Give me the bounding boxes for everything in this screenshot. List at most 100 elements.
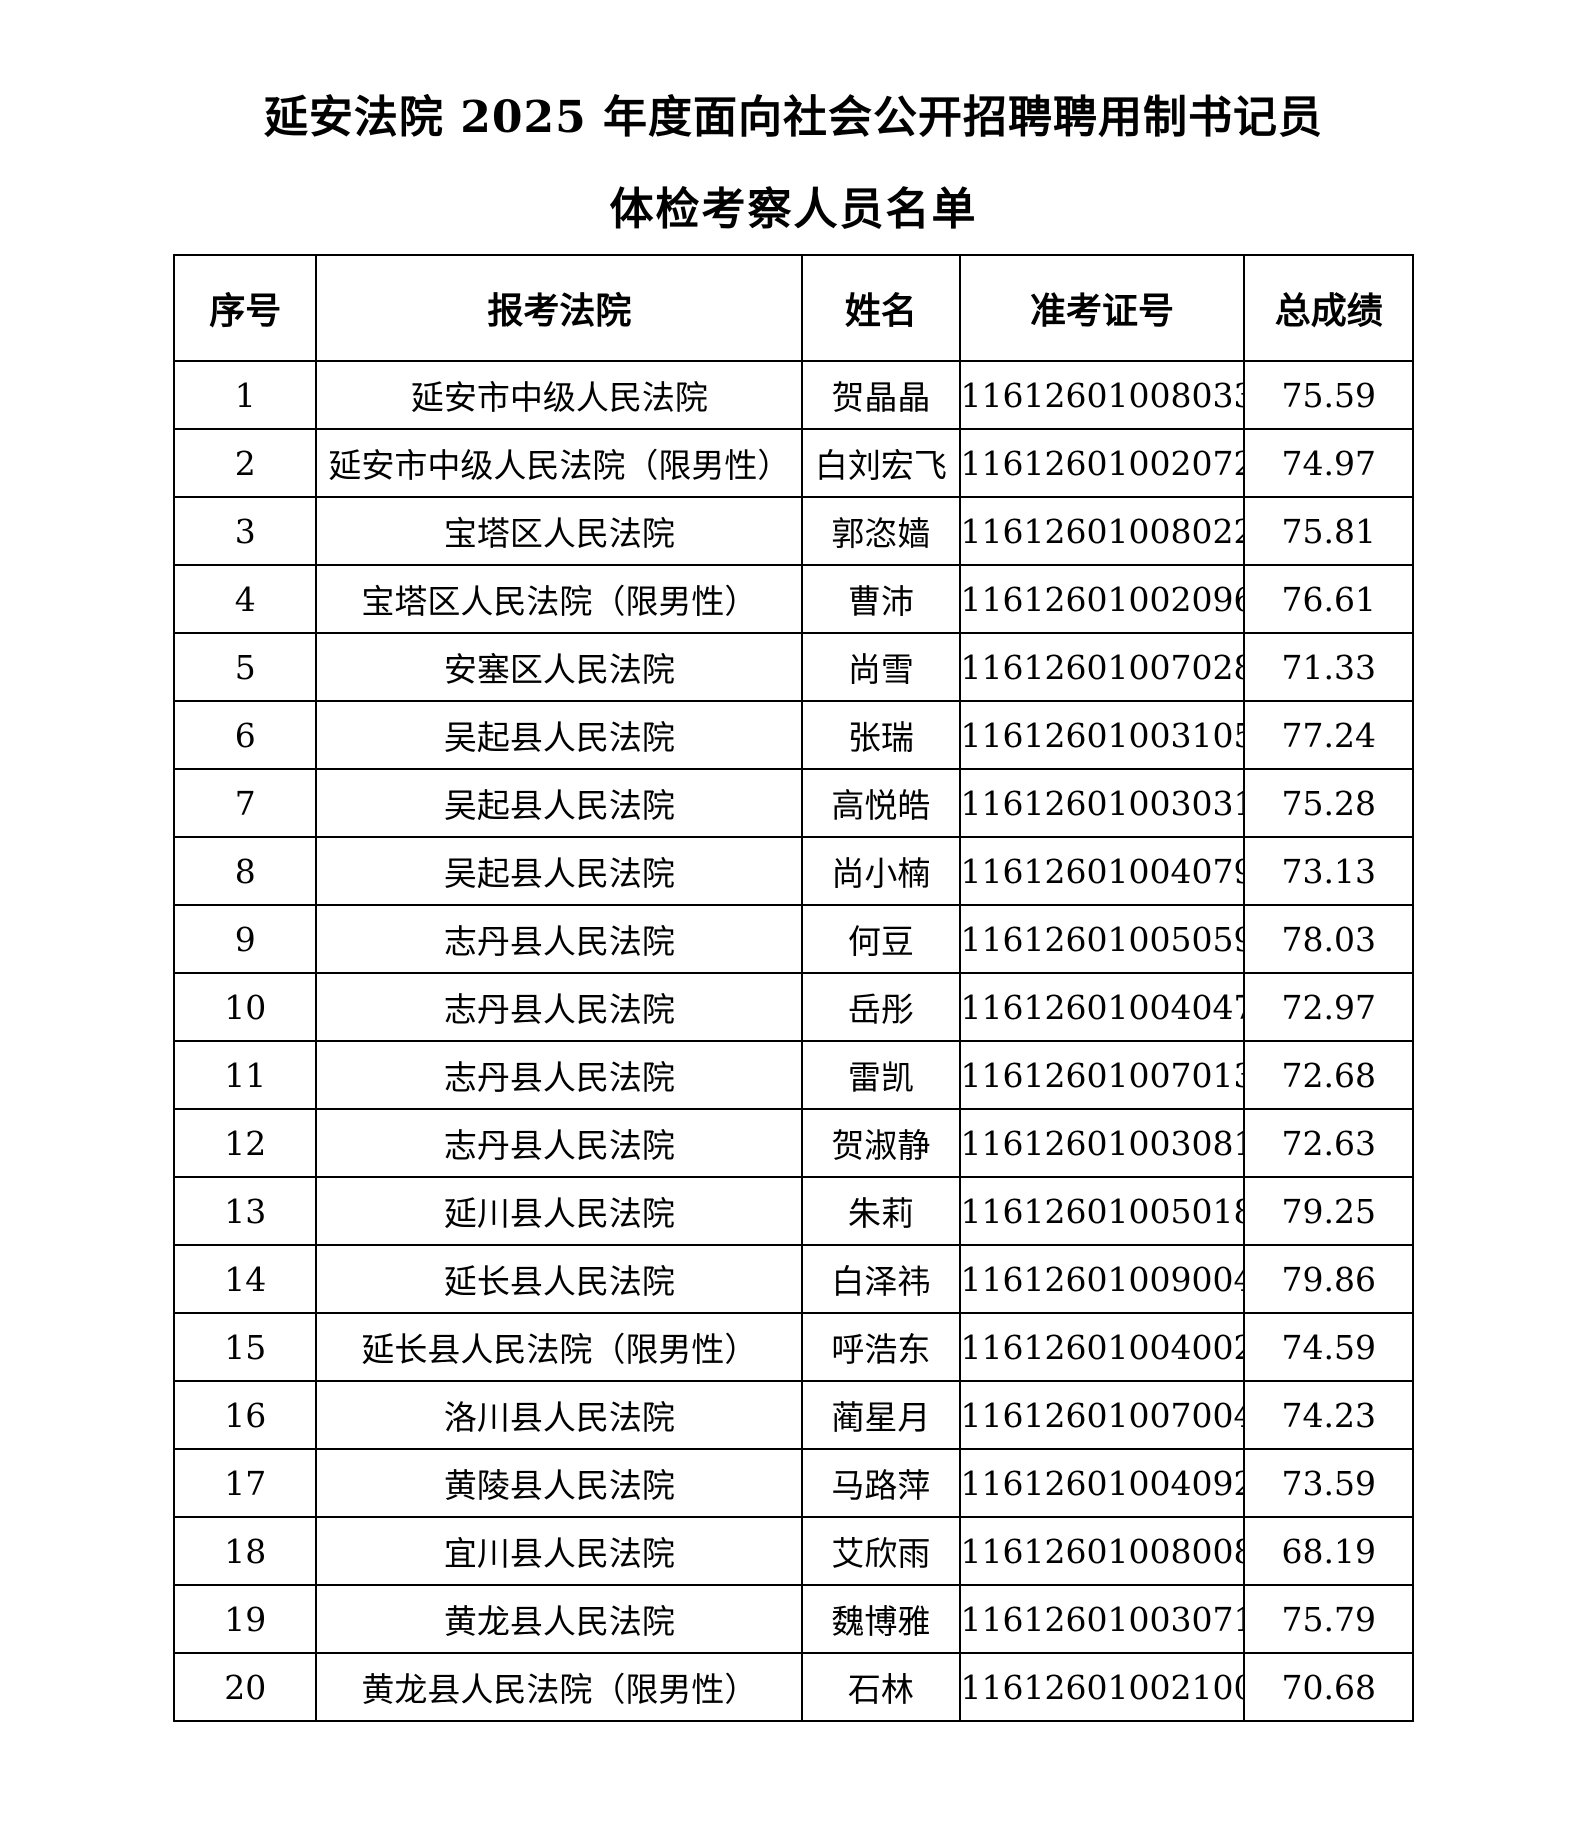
table-header-row: 序号 报考法院 姓名 准考证号 总成绩 — [172, 254, 1414, 362]
cell-name: 马路萍 — [801, 1448, 961, 1518]
cell-court: 延长县人民法院 — [315, 1244, 804, 1314]
cell-index: 19 — [172, 1584, 318, 1654]
cell-name: 朱莉 — [801, 1176, 961, 1246]
cell-index: 9 — [172, 904, 318, 974]
table-row: 3 宝塔区人民法院 郭恣嫱 11612601008022 75.81 — [172, 496, 1414, 566]
cell-ticket: 11612601008033 — [958, 360, 1246, 430]
cell-court: 志丹县人民法院 — [315, 972, 804, 1042]
cell-ticket: 11612601008008 — [958, 1516, 1246, 1586]
cell-score: 74.97 — [1243, 428, 1414, 498]
header-court: 报考法院 — [315, 254, 804, 362]
table-row: 2 延安市中级人民法院（限男性） 白刘宏飞 11612601002072 74.97 — [172, 428, 1414, 498]
table-row: 17 黄陵县人民法院 马路萍 11612601004092 73.59 — [172, 1448, 1414, 1518]
cell-name: 高悦皓 — [801, 768, 961, 838]
cell-score: 70.68 — [1243, 1652, 1414, 1722]
cell-name: 张瑞 — [801, 700, 961, 770]
cell-ticket: 11612601002100 — [958, 1652, 1246, 1722]
cell-name: 郭恣嫱 — [801, 496, 961, 566]
cell-score: 72.68 — [1243, 1040, 1414, 1110]
cell-court: 吴起县人民法院 — [315, 700, 804, 770]
table-row: 20 黄龙县人民法院（限男性） 石林 11612601002100 70.68 — [172, 1652, 1414, 1722]
cell-score: 68.19 — [1243, 1516, 1414, 1586]
table-row: 8 吴起县人民法院 尚小楠 11612601004079 73.13 — [172, 836, 1414, 906]
cell-score: 72.63 — [1243, 1108, 1414, 1178]
header-ticket: 准考证号 — [958, 254, 1246, 362]
table-row: 18 宜川县人民法院 艾欣雨 11612601008008 68.19 — [172, 1516, 1414, 1586]
cell-court: 吴起县人民法院 — [315, 768, 804, 838]
cell-name: 艾欣雨 — [801, 1516, 961, 1586]
title-block: 延安法院 2025 年度面向社会公开招聘聘用制书记员 体检考察人员名单 — [0, 0, 1587, 232]
candidate-roster-table: 序号 报考法院 姓名 准考证号 总成绩 1 延安市中级人民法院 贺晶晶 1161260… — [172, 254, 1414, 1722]
cell-score: 74.23 — [1243, 1380, 1414, 1450]
cell-name: 魏博雅 — [801, 1584, 961, 1654]
cell-ticket: 11612601004079 — [958, 836, 1246, 906]
cell-court: 黄陵县人民法院 — [315, 1448, 804, 1518]
cell-index: 3 — [172, 496, 318, 566]
cell-index: 15 — [172, 1312, 318, 1382]
cell-ticket: 11612601003105 — [958, 700, 1246, 770]
header-name: 姓名 — [801, 254, 961, 362]
table-row: 19 黄龙县人民法院 魏博雅 11612601003071 75.79 — [172, 1584, 1414, 1654]
cell-court: 安塞区人民法院 — [315, 632, 804, 702]
cell-name: 尚雪 — [801, 632, 961, 702]
cell-index: 11 — [172, 1040, 318, 1110]
table-row: 14 延长县人民法院 白泽祎 11612601009004 79.86 — [172, 1244, 1414, 1314]
cell-ticket: 11612601007013 — [958, 1040, 1246, 1110]
cell-court: 洛川县人民法院 — [315, 1380, 804, 1450]
cell-court: 延长县人民法院（限男性） — [315, 1312, 804, 1382]
cell-score: 75.79 — [1243, 1584, 1414, 1654]
header-index: 序号 — [172, 254, 318, 362]
cell-ticket: 11612601005059 — [958, 904, 1246, 974]
table-row: 1 延安市中级人民法院 贺晶晶 11612601008033 75.59 — [172, 360, 1414, 430]
cell-name: 尚小楠 — [801, 836, 961, 906]
cell-court: 黄龙县人民法院 — [315, 1584, 804, 1654]
cell-ticket: 11612601002072 — [958, 428, 1246, 498]
cell-ticket: 11612601009004 — [958, 1244, 1246, 1314]
cell-court: 吴起县人民法院 — [315, 836, 804, 906]
cell-index: 20 — [172, 1652, 318, 1722]
cell-ticket: 11612601003081 — [958, 1108, 1246, 1178]
cell-ticket: 11612601007028 — [958, 632, 1246, 702]
table-row: 11 志丹县人民法院 雷凯 11612601007013 72.68 — [172, 1040, 1414, 1110]
results-table-body: 1 延安市中级人民法院 贺晶晶 11612601008033 75.59 2 延安市中级人民… — [172, 360, 1414, 1722]
cell-score: 74.59 — [1243, 1312, 1414, 1382]
header-score: 总成绩 — [1243, 254, 1414, 362]
cell-ticket: 11612601007004 — [958, 1380, 1246, 1450]
table-row: 12 志丹县人民法院 贺淑静 11612601003081 72.63 — [172, 1108, 1414, 1178]
table-row: 13 延川县人民法院 朱莉 11612601005018 79.25 — [172, 1176, 1414, 1246]
cell-name: 贺晶晶 — [801, 360, 961, 430]
table-row: 5 安塞区人民法院 尚雪 11612601007028 71.33 — [172, 632, 1414, 702]
cell-score: 78.03 — [1243, 904, 1414, 974]
table-row: 4 宝塔区人民法院（限男性） 曹沛 11612601002096 76.61 — [172, 564, 1414, 634]
cell-score: 75.81 — [1243, 496, 1414, 566]
cell-name: 白刘宏飞 — [801, 428, 961, 498]
table-row: 6 吴起县人民法院 张瑞 11612601003105 77.24 — [172, 700, 1414, 770]
cell-ticket: 11612601008022 — [958, 496, 1246, 566]
cell-court: 黄龙县人民法院（限男性） — [315, 1652, 804, 1722]
cell-name: 岳彤 — [801, 972, 961, 1042]
cell-name: 贺淑静 — [801, 1108, 961, 1178]
cell-score: 71.33 — [1243, 632, 1414, 702]
cell-court: 宝塔区人民法院 — [315, 496, 804, 566]
cell-score: 73.59 — [1243, 1448, 1414, 1518]
cell-index: 12 — [172, 1108, 318, 1178]
cell-ticket: 11612601004002 — [958, 1312, 1246, 1382]
cell-court: 志丹县人民法院 — [315, 904, 804, 974]
cell-court: 志丹县人民法院 — [315, 1108, 804, 1178]
cell-court: 延安市中级人民法院（限男性） — [315, 428, 804, 498]
cell-score: 77.24 — [1243, 700, 1414, 770]
table-row: 7 吴起县人民法院 高悦皓 11612601003031 75.28 — [172, 768, 1414, 838]
cell-ticket: 11612601004092 — [958, 1448, 1246, 1518]
cell-ticket: 11612601003031 — [958, 768, 1246, 838]
cell-index: 7 — [172, 768, 318, 838]
table-row: 15 延长县人民法院（限男性） 呼浩东 11612601004002 74.59 — [172, 1312, 1414, 1382]
cell-index: 8 — [172, 836, 318, 906]
cell-name: 何豆 — [801, 904, 961, 974]
cell-court: 志丹县人民法院 — [315, 1040, 804, 1110]
cell-index: 5 — [172, 632, 318, 702]
cell-score: 79.25 — [1243, 1176, 1414, 1246]
cell-name: 石林 — [801, 1652, 961, 1722]
table-header: 序号 报考法院 姓名 准考证号 总成绩 — [172, 254, 1414, 362]
cell-ticket: 11612601005018 — [958, 1176, 1246, 1246]
